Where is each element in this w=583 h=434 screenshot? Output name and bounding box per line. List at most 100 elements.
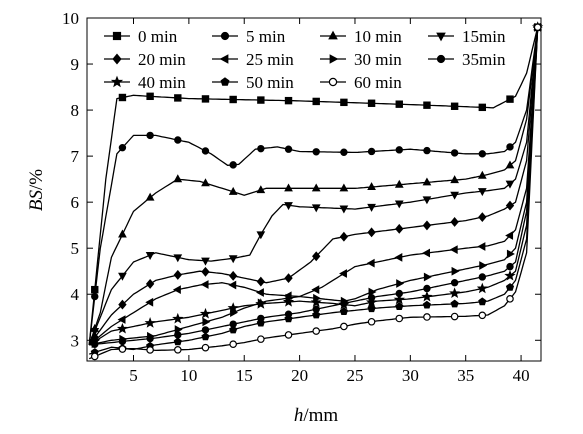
marker-square — [229, 95, 237, 104]
marker-square — [284, 96, 293, 105]
marker-circle — [506, 143, 514, 151]
marker-square — [174, 94, 182, 102]
marker-triangle-up — [118, 229, 127, 238]
marker-open-circle — [257, 335, 265, 343]
marker-triangle-left — [366, 258, 375, 268]
x-tick-label: 35 — [457, 366, 474, 385]
legend-item: 5 min — [212, 27, 286, 46]
marker-triangle-left — [172, 285, 181, 295]
marker-star — [365, 296, 378, 308]
marker-circle — [220, 31, 230, 41]
marker-triangle-up — [477, 170, 487, 179]
marker-diamond — [505, 200, 515, 211]
marker-triangle-down — [436, 32, 446, 42]
legend-item: 0 min — [104, 27, 178, 46]
marker-star — [110, 75, 124, 88]
marker-star — [144, 317, 156, 328]
marker-triangle-right — [451, 266, 460, 276]
marker-open-circle — [367, 317, 376, 326]
marker-circle — [340, 148, 348, 156]
marker-open-circle — [340, 322, 348, 331]
marker-circle — [201, 147, 210, 155]
y-tick-label: 3 — [71, 331, 80, 350]
marker-circle — [450, 149, 459, 157]
marker-diamond — [145, 278, 155, 289]
legend: 0 min 5 min 10 min 15min 20 min 25 min 30 min 3… — [104, 27, 506, 92]
marker-triangle-right — [368, 287, 377, 297]
marker-diamond — [312, 251, 321, 262]
marker-square — [257, 96, 265, 104]
legend-item: 15min — [428, 27, 506, 46]
marker-square — [506, 95, 514, 103]
legend-item: 25 min — [212, 50, 294, 69]
legend-item: 20 min — [104, 50, 186, 69]
y-tick-label: 7 — [71, 147, 80, 166]
marker-circle — [395, 146, 403, 154]
marker-pentagon — [312, 310, 321, 319]
marker-square — [340, 98, 348, 107]
marker-open-circle — [328, 77, 338, 87]
marker-open-circle — [229, 340, 237, 348]
marker-pentagon — [339, 307, 348, 315]
legend-label: 50 min — [246, 73, 294, 92]
marker-circle — [478, 150, 487, 158]
marker-circle — [284, 145, 293, 153]
marker-diamond — [256, 276, 266, 287]
series — [88, 21, 544, 347]
legend-item: 35min — [428, 50, 506, 69]
marker-triangle-right — [423, 272, 432, 282]
marker-star — [199, 307, 212, 319]
marker-triangle-down — [256, 231, 266, 240]
marker-star — [449, 287, 461, 299]
marker-circle — [118, 337, 127, 346]
marker-triangle-left — [117, 315, 126, 324]
marker-diamond — [339, 231, 349, 242]
y-tick-label: 5 — [71, 239, 80, 258]
marker-triangle-down — [505, 180, 515, 189]
marker-square — [118, 93, 127, 102]
marker-triangle-down — [90, 328, 100, 336]
y-tick-label: 9 — [71, 55, 80, 74]
marker-star — [89, 335, 101, 347]
marker-circle — [423, 284, 431, 293]
marker-triangle-down — [311, 204, 321, 213]
marker-diamond — [367, 227, 376, 238]
marker-circle — [174, 136, 182, 144]
marker-open-circle — [146, 346, 154, 354]
marker-triangle-left — [339, 269, 347, 278]
legend-label: 15min — [462, 27, 506, 46]
marker-triangle-up — [367, 182, 376, 191]
marker-diamond — [422, 220, 432, 231]
marker-star — [338, 298, 350, 310]
marker-triangle-up — [394, 179, 404, 188]
marker-diamond — [173, 269, 182, 280]
marker-triangle-down — [422, 196, 432, 205]
marker-circle — [312, 148, 320, 156]
marker-square — [312, 97, 320, 106]
marker-diamond — [478, 212, 487, 223]
marker-triangle-right — [329, 54, 339, 64]
marker-triangle-right — [202, 317, 211, 327]
series-layer — [88, 21, 544, 361]
marker-circle — [367, 147, 376, 156]
x-tick-label: 20 — [291, 366, 308, 385]
x-tick-label: 30 — [402, 366, 419, 385]
marker-triangle-left — [200, 280, 209, 289]
series-line — [88, 27, 539, 346]
marker-open-circle — [533, 23, 542, 32]
marker-triangle-left — [145, 297, 154, 307]
marker-pentagon — [201, 332, 210, 341]
marker-star — [172, 312, 184, 324]
legend-label: 30 min — [354, 50, 402, 69]
marker-star — [255, 298, 267, 309]
marker-triangle-down — [201, 257, 210, 266]
marker-open-circle — [450, 312, 459, 321]
marker-pentagon — [395, 302, 404, 310]
marker-triangle-up — [311, 183, 321, 192]
marker-circle — [478, 273, 487, 281]
x-tick-label: 15 — [236, 366, 253, 385]
marker-triangle-up — [228, 186, 238, 195]
marker-triangle-up — [173, 174, 183, 183]
marker-circle — [506, 262, 514, 271]
